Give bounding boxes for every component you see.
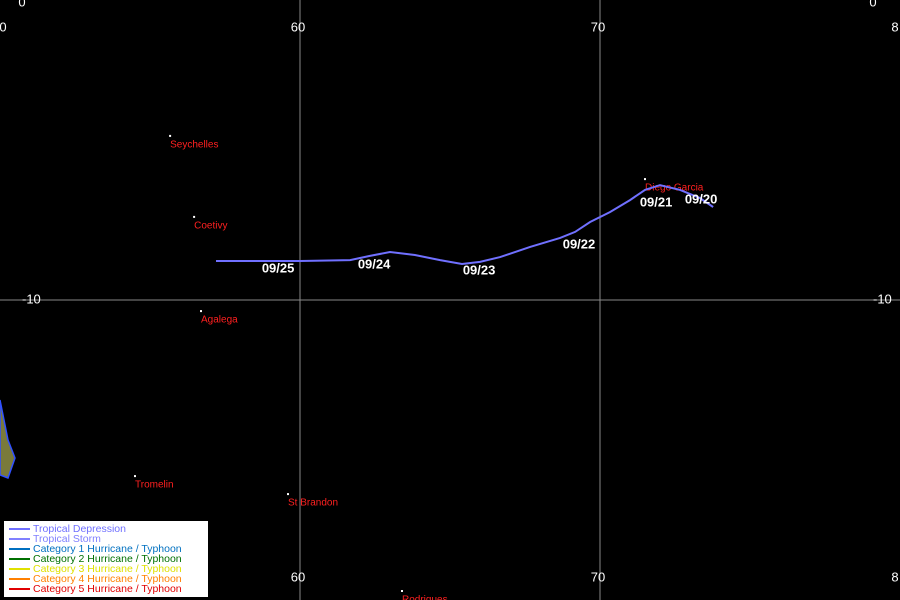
grid-label: 8	[891, 569, 898, 584]
place-label: Seychelles	[170, 140, 218, 151]
grid-label: 8	[891, 19, 898, 34]
legend-label: Category 4 Hurricane / Typhoon	[33, 573, 182, 585]
legend-label: Category 2 Hurricane / Typhoon	[33, 553, 182, 565]
place-dot	[401, 590, 403, 592]
place-dot	[644, 178, 646, 181]
legend-label: Tropical Depression	[33, 523, 126, 535]
grid-label: -10	[22, 291, 41, 306]
storm-track	[216, 184, 714, 266]
grid-label: 60	[291, 19, 305, 34]
date-label: 09/25	[262, 261, 295, 276]
place-dot	[193, 215, 196, 218]
place-dot	[287, 493, 289, 496]
land	[0, 399, 16, 479]
legend-label: Category 3 Hurricane / Typhoon	[33, 563, 182, 575]
grid-label: -10	[873, 291, 892, 306]
place-label: St Brandon	[288, 498, 338, 509]
place-dot	[200, 310, 202, 313]
legend-label: Tropical Storm	[33, 533, 101, 545]
grid-label: 70	[591, 569, 605, 584]
date-label: 09/24	[358, 256, 391, 271]
date-label: 09/20	[685, 192, 718, 207]
place-dot	[169, 134, 172, 137]
place-label: Tromelin	[135, 480, 174, 491]
legend-label: Category 5 Hurricane / Typhoon	[33, 583, 182, 595]
grid-label: 70	[591, 19, 605, 34]
date-label: 09/21	[640, 195, 673, 210]
date-label: 09/22	[563, 237, 596, 252]
place-label: Rodrigues	[402, 595, 448, 600]
grid-label: 0	[0, 19, 7, 34]
place-dot	[134, 475, 136, 478]
date-label: 09/23	[463, 262, 496, 277]
place-label: Coetivy	[194, 221, 227, 232]
place-label: Agalega	[201, 315, 238, 326]
grid-label: 60	[291, 569, 305, 584]
legend-label: Category 1 Hurricane / Typhoon	[33, 543, 182, 555]
grid-label: 0	[18, 0, 25, 9]
grid-label: 0	[869, 0, 876, 9]
legend-box	[4, 521, 208, 597]
